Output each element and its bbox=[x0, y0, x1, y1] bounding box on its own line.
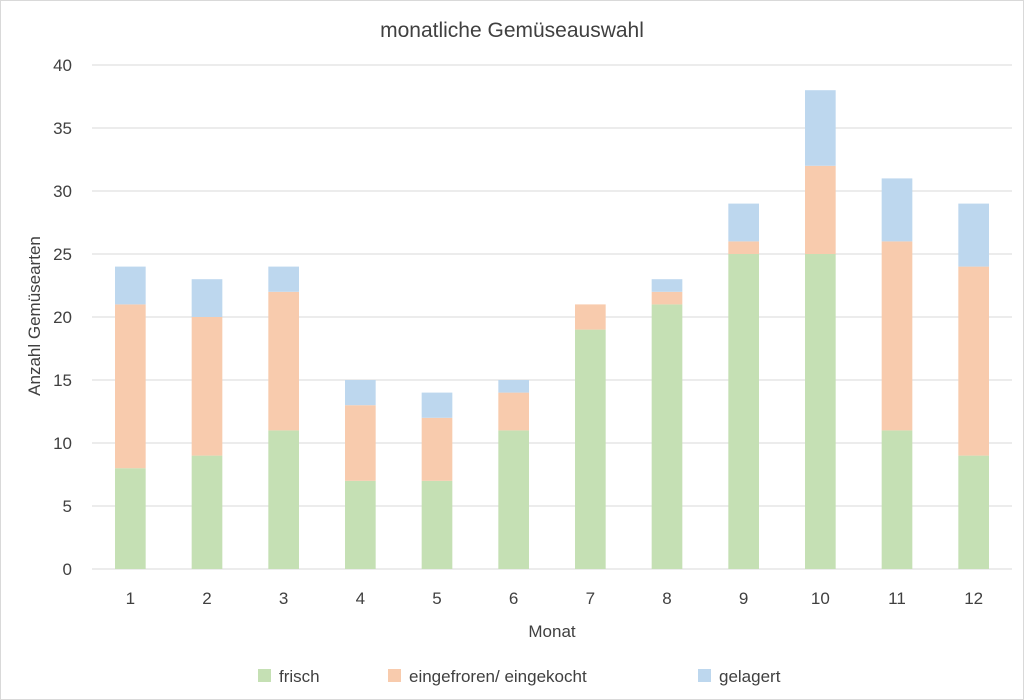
bar-segment bbox=[268, 266, 299, 292]
legend-swatch bbox=[258, 669, 271, 682]
x-axis-label: Monat bbox=[528, 622, 576, 641]
x-tick-label: 6 bbox=[509, 589, 518, 608]
bar-segment bbox=[958, 266, 989, 456]
bar-segment bbox=[881, 178, 913, 242]
bar-segment bbox=[191, 455, 223, 569]
bars bbox=[115, 90, 989, 569]
bar-segment bbox=[115, 468, 146, 569]
bar-segment bbox=[728, 203, 759, 242]
y-tick-label: 30 bbox=[53, 182, 72, 201]
y-tick-label: 25 bbox=[53, 245, 72, 264]
x-tick-label: 9 bbox=[739, 589, 748, 608]
bar-segment bbox=[575, 329, 606, 569]
bar-segment bbox=[651, 304, 683, 569]
y-tick-label: 15 bbox=[53, 371, 72, 390]
bar-segment bbox=[115, 304, 146, 469]
bar-segment bbox=[958, 203, 989, 267]
bar-segment bbox=[881, 430, 913, 569]
bar-segment bbox=[421, 480, 453, 569]
bar-segment bbox=[268, 430, 299, 569]
x-tick-label: 7 bbox=[586, 589, 595, 608]
bar-segment bbox=[958, 455, 989, 569]
bar-segment bbox=[575, 304, 606, 330]
bar-segment bbox=[498, 380, 529, 393]
bar-segment bbox=[115, 266, 146, 305]
legend-label: eingefroren/ eingekocht bbox=[409, 667, 587, 686]
x-tick-label: 12 bbox=[964, 589, 983, 608]
x-tick-labels: 1 2 3 4 5 6 7 8 9 10 11 12 bbox=[126, 589, 984, 608]
x-tick-label: 8 bbox=[662, 589, 671, 608]
bar-segment bbox=[498, 392, 529, 431]
x-tick-label: 2 bbox=[202, 589, 211, 608]
bar-segment bbox=[881, 241, 913, 431]
bar-segment bbox=[805, 165, 836, 254]
x-tick-label: 10 bbox=[811, 589, 830, 608]
bar-segment bbox=[498, 430, 529, 569]
y-tick-label: 40 bbox=[53, 56, 72, 75]
gridlines bbox=[92, 64, 1012, 570]
x-tick-label: 1 bbox=[126, 589, 135, 608]
y-tick-labels: 0 5 10 15 20 25 30 35 40 bbox=[53, 56, 72, 579]
x-tick-label: 11 bbox=[888, 589, 906, 608]
legend-label: gelagert bbox=[719, 667, 781, 686]
x-tick-label: 3 bbox=[279, 589, 288, 608]
x-tick-label: 4 bbox=[356, 589, 365, 608]
y-axis-label: Anzahl Gemüsearten bbox=[25, 236, 44, 396]
bar-segment bbox=[805, 254, 836, 569]
bar-segment bbox=[728, 241, 759, 254]
bar-segment bbox=[191, 317, 223, 456]
legend-label: frisch bbox=[279, 667, 320, 686]
y-tick-label: 20 bbox=[53, 308, 72, 327]
bar-segment bbox=[345, 380, 376, 406]
bar-segment bbox=[805, 90, 836, 166]
bar-segment bbox=[728, 254, 759, 569]
y-tick-label: 10 bbox=[53, 434, 72, 453]
x-tick-label: 5 bbox=[432, 589, 441, 608]
legend-swatch bbox=[698, 669, 711, 682]
bar-segment bbox=[421, 417, 453, 481]
bar-segment bbox=[421, 392, 453, 418]
bar-segment bbox=[345, 405, 376, 481]
y-tick-label: 0 bbox=[63, 560, 72, 579]
bar-segment bbox=[651, 279, 683, 292]
bar-segment bbox=[191, 279, 223, 317]
y-tick-label: 5 bbox=[63, 497, 72, 516]
chart-title: monatliche Gemüseauswahl bbox=[380, 19, 644, 42]
bar-segment bbox=[268, 291, 299, 431]
legend: frisch eingefroren/ eingekocht gelagert bbox=[258, 667, 781, 686]
legend-swatch bbox=[388, 669, 401, 682]
y-tick-label: 35 bbox=[53, 119, 72, 138]
bar-segment bbox=[345, 480, 376, 569]
bar-segment bbox=[651, 291, 683, 305]
